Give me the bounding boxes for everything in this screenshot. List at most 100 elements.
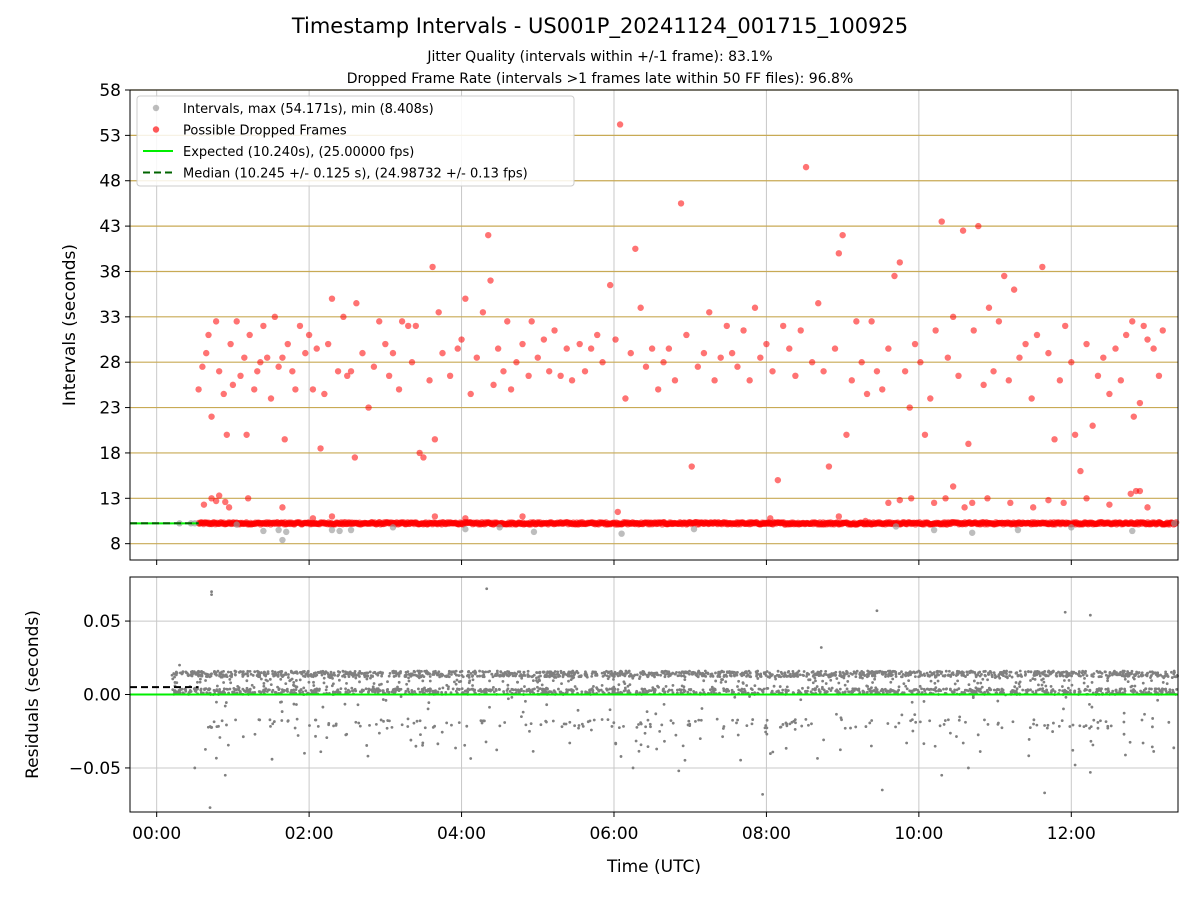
y-tick-label: 28: [99, 353, 121, 373]
residual-point: [248, 689, 252, 693]
residual-point: [827, 687, 831, 691]
residual-point: [329, 670, 333, 674]
residual-point: [218, 690, 222, 694]
dropped-frame-point: [1140, 322, 1147, 330]
residual-point: [963, 688, 967, 692]
residual-point: [709, 674, 713, 678]
residual-point: [842, 676, 846, 680]
residual-point: [1172, 669, 1176, 673]
dropped-frame-point: [1005, 377, 1012, 384]
residual-point: [492, 690, 496, 694]
residual-point: [571, 669, 575, 673]
residual-point: [488, 705, 491, 709]
residual-point: [290, 688, 293, 692]
dropped-frame-point: [995, 318, 1003, 325]
residual-point: [460, 687, 464, 691]
residual-point: [592, 718, 596, 722]
residual-point: [484, 740, 488, 744]
residual-point: [671, 721, 675, 725]
residual-point: [457, 721, 461, 725]
dropped-frame-point: [1112, 345, 1119, 352]
residual-point: [224, 701, 228, 704]
residual-point: [467, 681, 471, 685]
residual-point: [191, 672, 194, 676]
residual-point: [427, 701, 431, 704]
residual-point: [1086, 685, 1090, 688]
residual-point: [382, 719, 385, 723]
dropped-frame-point: [281, 436, 288, 443]
residual-point: [1091, 743, 1095, 747]
dropped-frame-point: [612, 336, 619, 343]
residual-point: [422, 675, 426, 679]
residual-point: [390, 690, 394, 694]
dropped-frame-point: [334, 368, 342, 375]
residual-point: [1052, 721, 1055, 725]
residual-point: [415, 719, 419, 723]
residual-point: [208, 675, 212, 679]
residual-point: [1051, 730, 1055, 733]
residual-point: [632, 674, 636, 678]
residual-point: [1017, 682, 1021, 686]
residual-point: [241, 670, 245, 674]
dropped-frame-point: [949, 313, 957, 321]
residual-point: [348, 670, 352, 674]
residual-point: [514, 674, 518, 678]
dropped-frame-point: [1001, 272, 1008, 280]
residual-point: [851, 690, 855, 694]
residual-point: [870, 689, 874, 693]
residual-point: [647, 671, 651, 675]
residual-point: [710, 685, 714, 689]
residual-point: [498, 724, 502, 728]
residual-point: [313, 718, 317, 722]
residual-point: [1027, 754, 1031, 758]
y-tick-label: 48: [99, 172, 121, 192]
residual-point: [455, 673, 458, 677]
residual-point: [1074, 671, 1078, 675]
residual-point: [770, 689, 774, 693]
residual-point: [494, 687, 498, 691]
residual-point: [454, 682, 458, 686]
residual-point: [426, 707, 430, 711]
residual-point: [1130, 669, 1134, 673]
residual-point: [501, 674, 505, 678]
residual-point: [334, 690, 338, 694]
residual-point: [942, 723, 946, 726]
dropped-frame-point: [1056, 377, 1064, 384]
residual-point: [1167, 720, 1171, 724]
residual-point: [1016, 674, 1020, 678]
dropped-frame-point: [808, 359, 816, 366]
residual-point: [933, 744, 937, 748]
plot-frame: [129, 89, 1179, 561]
residual-point: [956, 679, 960, 683]
residual-point: [645, 710, 649, 713]
residual-point: [1095, 688, 1099, 692]
residual-point: [612, 673, 616, 677]
residual-point: [336, 674, 340, 678]
dropped-frame-point: [260, 322, 267, 330]
dropped-frame-point: [1106, 501, 1113, 508]
residual-point: [1004, 675, 1008, 679]
dropped-frame-point: [767, 515, 774, 522]
residual-point: [479, 719, 483, 723]
residual-point: [628, 683, 632, 686]
residual-point: [627, 670, 631, 673]
residual-point: [879, 689, 883, 693]
residual-point: [181, 671, 184, 675]
residual-point: [886, 669, 890, 673]
dropped-frame-point: [944, 354, 952, 361]
dropped-frame-point: [203, 349, 210, 357]
residual-point: [1100, 672, 1104, 675]
residual-point: [759, 673, 763, 677]
residual-point: [339, 687, 343, 691]
dropped-frame-point: [359, 349, 366, 357]
residual-point: [281, 689, 285, 693]
residual-point: [1032, 718, 1036, 722]
dropped-frame-point: [1045, 496, 1052, 504]
residual-point: [737, 679, 741, 683]
residual-point: [327, 673, 331, 677]
dropped-frame-point: [551, 327, 558, 334]
residual-point: [710, 672, 714, 676]
dropped-frame-point: [711, 377, 718, 384]
residual-point: [724, 680, 728, 684]
residual-point: [820, 685, 824, 689]
